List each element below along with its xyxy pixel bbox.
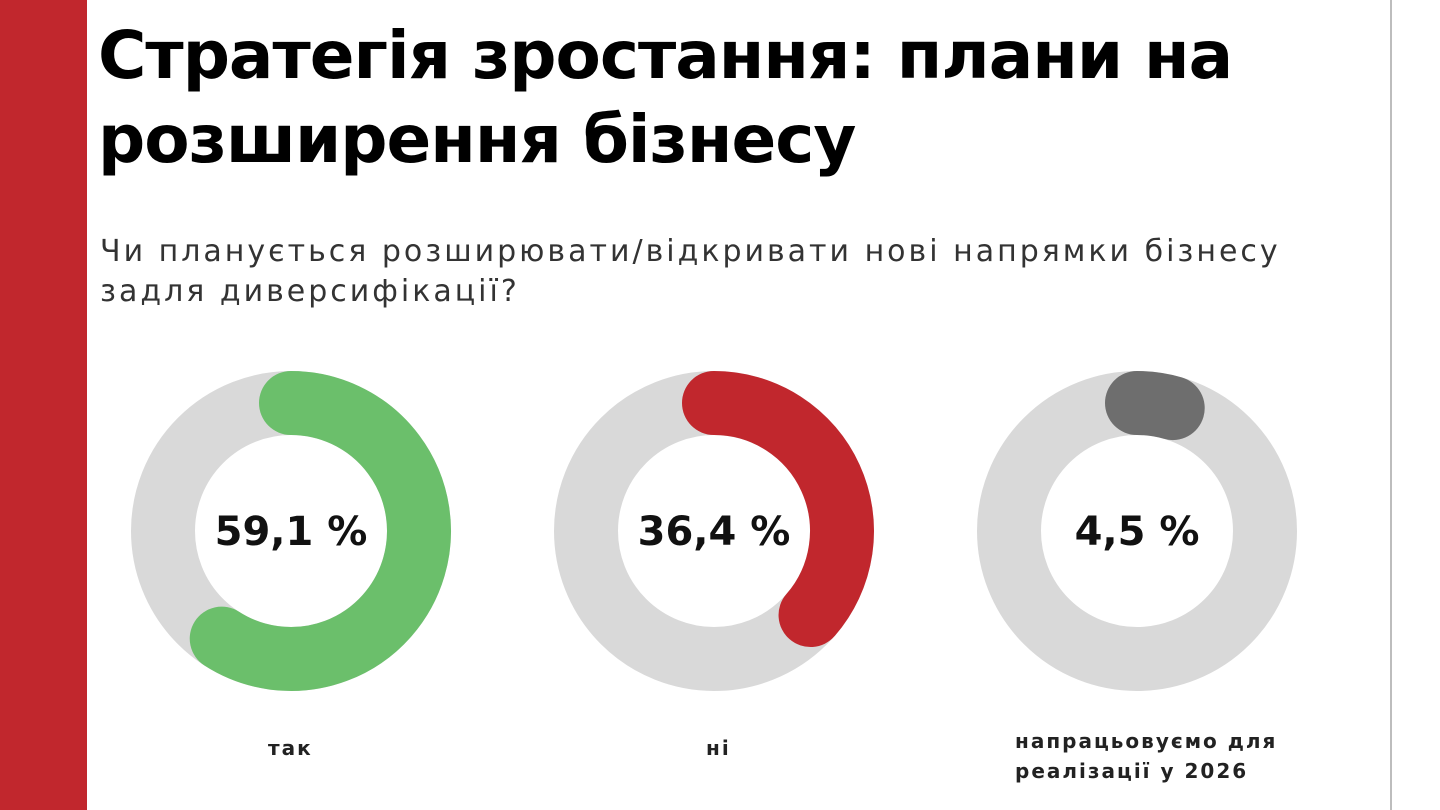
- survey-question: Чи планується розширювати/відкривати нов…: [100, 234, 1281, 309]
- donut-segment-no: [682, 371, 874, 648]
- donut-value-yes: 59,1 %: [215, 509, 368, 555]
- category-label-preparing: напрацьовуємо для реалізації у 2026: [1015, 729, 1278, 783]
- page-title: Стратегія зростання: плани на розширення…: [98, 17, 1233, 178]
- accent-bar: [0, 0, 87, 810]
- donut-value-no: 36,4 %: [638, 509, 791, 555]
- right-divider: [1390, 0, 1392, 810]
- donut-segment-preparing: [1105, 371, 1205, 441]
- category-label-no: ні: [706, 736, 731, 760]
- donut-value-preparing: 4,5 %: [1075, 509, 1200, 555]
- donut-segment-yes: [189, 371, 451, 691]
- category-label-yes: так: [268, 736, 313, 760]
